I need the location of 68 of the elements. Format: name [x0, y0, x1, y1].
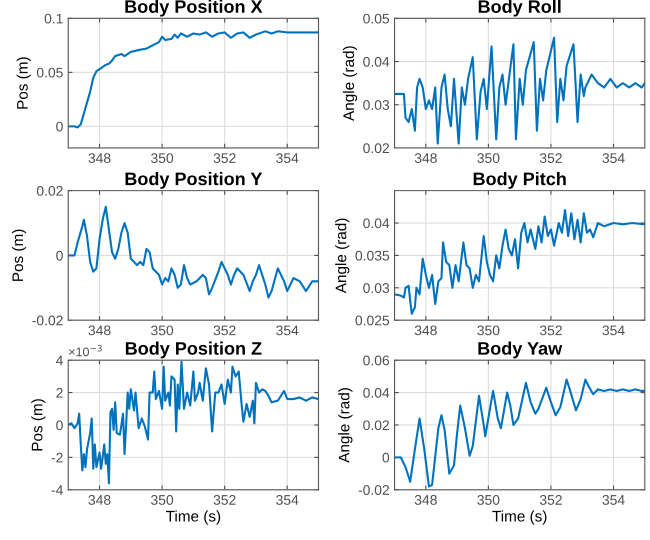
y-tick-label: 0.1: [44, 14, 63, 24]
y-axis-title: Pos (m): [12, 230, 26, 281]
y-axis-title: Pos (m): [31, 399, 46, 450]
x-tick-label: 350: [477, 153, 500, 164]
y-tick-label: 0.035: [355, 250, 390, 261]
x-tick-label: 350: [477, 325, 500, 336]
x-tick-label: 348: [88, 153, 111, 164]
x-tick-label: 350: [477, 495, 500, 505]
x-tick-label: 354: [602, 325, 625, 336]
line-series: [394, 378, 645, 488]
x-tick-label: 354: [602, 153, 625, 164]
line-series: [394, 36, 645, 145]
x-tick-label: 348: [88, 495, 111, 505]
chart-title: Body Pitch: [474, 172, 566, 189]
chart-title: Body Position Y: [126, 172, 262, 189]
y-tick-label: 0.04: [363, 218, 390, 228]
x-tick-label: 348: [414, 153, 437, 164]
y-tick-label: 0.04: [363, 56, 390, 67]
y-tick-label: 0.02: [363, 420, 389, 430]
y-tick-label: 0.025: [355, 316, 390, 326]
y-tick-label: 0: [56, 420, 63, 430]
y-axis-title: Pos (m): [16, 57, 31, 109]
y-tick-label: -0.02: [32, 316, 63, 326]
y-tick-label: 0: [56, 250, 63, 261]
x-tick-label: 354: [276, 495, 298, 505]
line-series: [394, 209, 645, 315]
y-tick-label: 0.05: [363, 14, 390, 24]
x-tick-label: 348: [414, 495, 437, 505]
y-tick-label: -0.02: [358, 485, 389, 495]
chart-title: Body Roll: [478, 0, 561, 17]
y-axis-title: Angle (rad): [338, 388, 352, 463]
x-tick-label: 350: [151, 325, 174, 336]
x-tick-label: 354: [276, 153, 298, 164]
y-tick-label: 2: [56, 388, 63, 398]
x-tick-label: 350: [151, 495, 174, 505]
y-tick-label: 0.06: [363, 356, 390, 366]
x-tick-label: 350: [151, 153, 174, 164]
x-tick-label: 348: [88, 325, 111, 336]
y-tick-label: 0.03: [363, 100, 390, 110]
x-axis-title: Time (s): [492, 510, 546, 525]
chart-title: Body Position Z: [126, 342, 262, 358]
line-series: [68, 206, 318, 299]
y-axis-title: Angle (rad): [342, 46, 358, 121]
y-tick-label: -2: [52, 452, 63, 462]
y-tick-label: 4: [56, 356, 63, 366]
x-tick-label: 348: [414, 325, 437, 336]
text: ×10$^{−3}$: [69, 344, 102, 356]
y-tick-label: 0.02: [363, 143, 389, 154]
y-tick-label: 0: [56, 122, 63, 132]
x-tick-label: 352: [540, 495, 562, 505]
y-tick-label: 0.05: [36, 68, 63, 78]
y-tick-label: 0: [382, 452, 390, 463]
line-series: [68, 30, 318, 128]
x-tick-label: 352: [540, 325, 562, 336]
x-tick-label: 352: [214, 495, 236, 505]
x-tick-label: 354: [602, 495, 625, 505]
y-axis-title: Angle (rad): [335, 218, 350, 294]
x-tick-label: 352: [214, 325, 236, 336]
x-tick-label: 354: [276, 325, 298, 336]
chart-title: Body Position X: [125, 0, 262, 17]
x-tick-label: 352: [540, 153, 562, 164]
chart-title: Body Yaw: [478, 342, 562, 358]
y-tick-label: 0.02: [36, 186, 63, 196]
x-tick-label: 352: [214, 153, 236, 164]
y-tick-label: -4: [52, 485, 63, 495]
x-axis-title: Time (s): [166, 510, 220, 525]
y-tick-label: 0.03: [363, 283, 390, 293]
y-tick-label: 0.04: [363, 388, 390, 398]
